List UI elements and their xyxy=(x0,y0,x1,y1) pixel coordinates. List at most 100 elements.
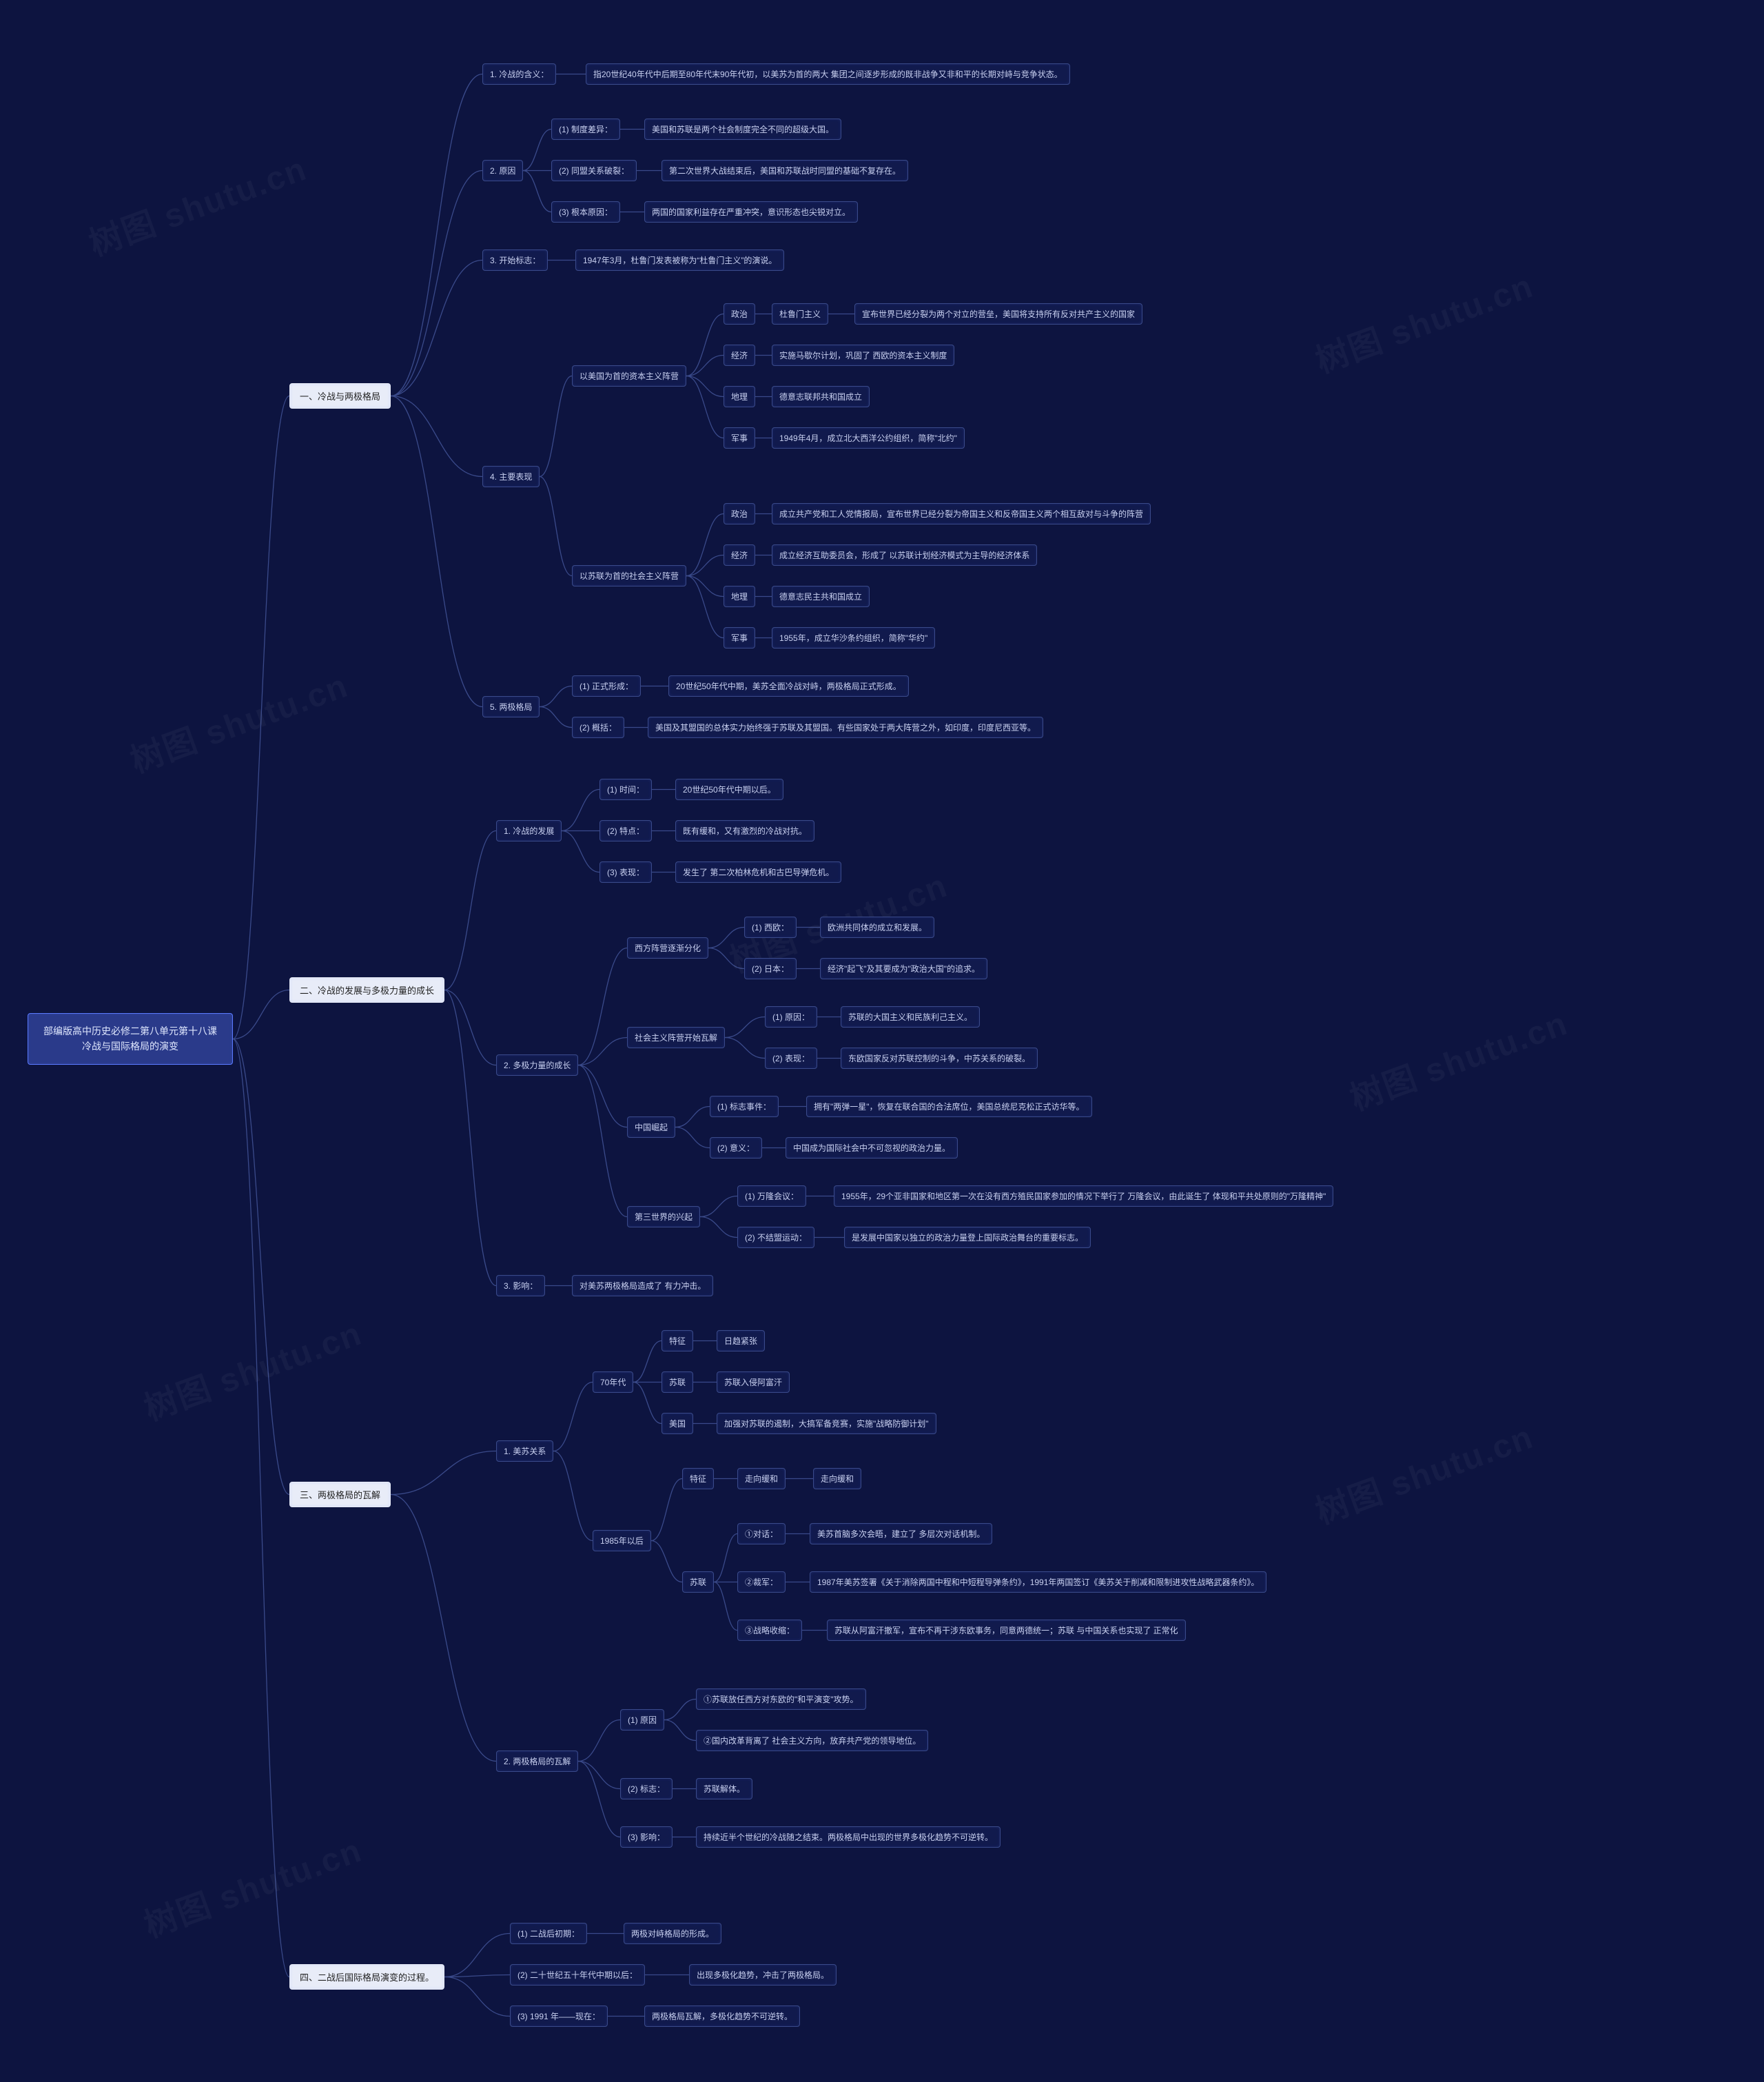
connector xyxy=(233,1039,289,1977)
connector xyxy=(578,1065,627,1217)
mindmap-node: 发生了 第二次柏林危机和古巴导弹危机。 xyxy=(675,861,841,883)
mindmap-node: 政治 xyxy=(724,503,755,524)
mindmap-node: 军事 xyxy=(724,627,755,649)
mindmap-node: (2) 同盟关系破裂： xyxy=(551,160,637,181)
mindmap-node: 苏联的大国主义和民族利己主义。 xyxy=(841,1006,980,1028)
mindmap-node: ①苏联放任西方对东欧的"和平演变"攻势。 xyxy=(696,1688,866,1710)
mindmap-node: 经济"起飞"及其要成为"政治大国"的追求。 xyxy=(820,958,987,979)
mindmap-node: (1) 时间： xyxy=(599,779,652,800)
mindmap-node: 东欧国家反对苏联控制的斗争，中苏关系的破裂。 xyxy=(841,1048,1038,1069)
mindmap-node: 中国崛起 xyxy=(627,1116,675,1138)
mindmap-node: 欧洲共同体的成立和发展。 xyxy=(820,917,934,938)
mindmap-node: (2) 特点： xyxy=(599,820,652,841)
connector xyxy=(540,477,572,576)
mindmap-node: (1) 原因 xyxy=(620,1709,664,1731)
mindmap-node: 美国及其盟国的总体实力始终强于苏联及其盟国。有些国家处于两大阵营之外，如印度，印… xyxy=(648,717,1043,738)
connector xyxy=(391,171,482,396)
mindmap-node: 以苏联为首的社会主义阵营 xyxy=(572,565,686,586)
mindmap-node: (2) 二十世纪五十年代中期以后： xyxy=(510,1964,645,1986)
connector xyxy=(523,171,551,212)
connector xyxy=(391,396,482,707)
connector xyxy=(523,130,551,171)
mindmap-node: 成立经济互助委员会，形成了 以苏联计划经济模式为主导的经济体系 xyxy=(772,544,1037,566)
connector xyxy=(540,376,572,477)
mindmap-node: ①对话： xyxy=(737,1523,786,1544)
connector xyxy=(391,261,482,396)
connector xyxy=(686,356,724,376)
mindmap-node: 第三世界的兴起 xyxy=(627,1206,700,1227)
mindmap-node: 1985年以后 xyxy=(593,1530,651,1551)
mindmap-node: 德意志民主共和国成立 xyxy=(772,586,870,607)
mindmap-node: 既有缓和，又有激烈的冷战对抗。 xyxy=(675,820,814,841)
connector xyxy=(686,576,724,638)
mindmap-node: (1) 制度差异： xyxy=(551,119,620,140)
mindmap-node: ③战略收缩： xyxy=(737,1620,802,1641)
connector xyxy=(391,74,482,396)
mindmap-node: 地理 xyxy=(724,586,755,607)
mindmap-node: 以美国为首的资本主义阵营 xyxy=(572,365,686,387)
connector xyxy=(391,396,482,477)
connector xyxy=(725,1038,765,1059)
connector xyxy=(553,1451,593,1541)
connector xyxy=(651,1541,682,1582)
mindmap-node: 1949年4月，成立北大西洋公约组织，简称"北约" xyxy=(772,427,965,449)
mindmap-node: 四、二战后国际格局演变的过程。 xyxy=(289,1964,444,1990)
connector xyxy=(675,1127,710,1148)
connector xyxy=(686,576,724,597)
connector xyxy=(714,1534,737,1582)
mindmap-node: 2. 原因 xyxy=(482,160,523,181)
mindmap-node: 苏联 xyxy=(682,1571,714,1593)
mindmap-canvas: 树图 shutu.cn树图 shutu.cn树图 shutu.cn树图 shut… xyxy=(0,0,1764,2082)
mindmap-node: (1) 原因： xyxy=(765,1006,817,1028)
mindmap-node: 地理 xyxy=(724,386,755,407)
connector xyxy=(633,1382,662,1424)
connector xyxy=(562,831,599,872)
mindmap-node: 20世纪50年代中期以后。 xyxy=(675,779,783,800)
mindmap-node: 西方阵营逐渐分化 xyxy=(627,937,708,959)
connector xyxy=(233,1039,289,1495)
mindmap-node: 日趋紧张 xyxy=(717,1330,765,1351)
mindmap-node: 1. 冷战的发展 xyxy=(496,820,562,841)
connector xyxy=(700,1196,737,1217)
mindmap-node: 成立共产党和工人党情报局，宣布世界已经分裂为帝国主义和反帝国主义两个相互敌对与斗… xyxy=(772,503,1151,524)
mindmap-node: (1) 万隆会议： xyxy=(737,1185,806,1207)
mindmap-node: 1. 冷战的含义： xyxy=(482,63,556,85)
connector xyxy=(553,1382,593,1451)
mindmap-node: 苏联解体。 xyxy=(696,1778,752,1799)
mindmap-node: 1955年，成立华沙条约组织，简称"华约" xyxy=(772,627,935,649)
connector xyxy=(391,1495,496,1762)
mindmap-node: 加强对苏联的遏制，大搞军备竞赛，实施"战略防御计划" xyxy=(717,1413,936,1434)
mindmap-node: (3) 根本原因： xyxy=(551,201,620,223)
mindmap-node: 杜鲁门主义 xyxy=(772,303,828,325)
connector xyxy=(664,1720,696,1741)
mindmap-node: 2. 多极力量的成长 xyxy=(496,1054,578,1076)
mindmap-node: 两极格局瓦解，多极化趋势不可逆转。 xyxy=(644,2006,800,2027)
connector xyxy=(233,396,289,1039)
connector xyxy=(540,707,572,728)
mindmap-node: (1) 西欧： xyxy=(744,917,797,938)
connector xyxy=(444,831,496,990)
connector xyxy=(633,1341,662,1382)
node-text: 部编版高中历史必修二第八单元第十八课 xyxy=(41,1023,220,1039)
mindmap-node: 20世纪50年代中期，美苏全面冷战对峙，两极格局正式形成。 xyxy=(668,675,909,697)
mindmap-node: 指20世纪40年代中后期至80年代末90年代初，以美苏为首的两大 集团之间逐步形… xyxy=(586,63,1070,85)
mindmap-node: 4. 主要表现 xyxy=(482,466,540,487)
connector xyxy=(578,1720,620,1762)
mindmap-node: (2) 概括： xyxy=(572,717,624,738)
mindmap-node: ②国内改革背离了 社会主义方向，放弃共产党的领导地位。 xyxy=(696,1730,928,1751)
mindmap-node: 两国的国家利益存在严重冲突，意识形态也尖锐对立。 xyxy=(644,201,858,223)
mindmap-node: 经济 xyxy=(724,544,755,566)
connector xyxy=(578,948,627,1065)
connector xyxy=(700,1217,737,1238)
mindmap-node: (2) 表现： xyxy=(765,1048,817,1069)
mindmap-node: 政治 xyxy=(724,303,755,325)
mindmap-node: 持续近半个世纪的冷战随之结束。两极格局中出现的世界多极化趋势不可逆转。 xyxy=(696,1826,1001,1848)
connector xyxy=(444,990,496,1286)
mindmap-node: (2) 不结盟运动： xyxy=(737,1227,814,1248)
connector xyxy=(708,928,744,948)
connector xyxy=(686,376,724,397)
connector xyxy=(444,1977,510,2017)
mindmap-node: (1) 标志事件： xyxy=(710,1096,779,1117)
mindmap-node: 特征 xyxy=(662,1330,693,1351)
mindmap-node: 美国和苏联是两个社会制度完全不同的超级大国。 xyxy=(644,119,841,140)
